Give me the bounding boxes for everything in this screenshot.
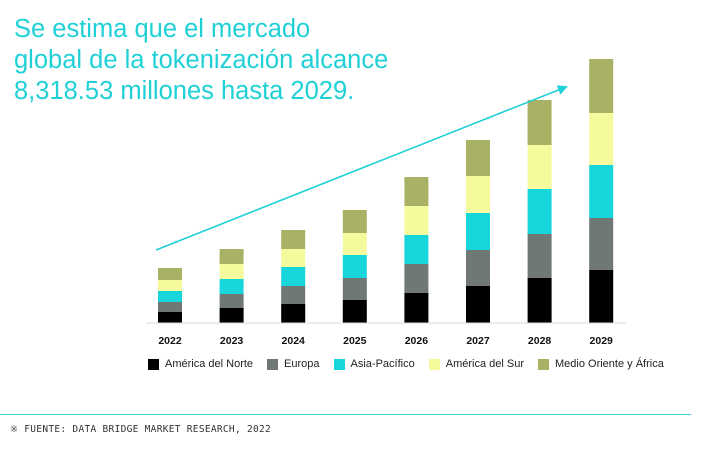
legend-swatch [538, 358, 549, 370]
bar-segment-2025-0 [342, 300, 367, 323]
x-tick-label: 2026 [405, 335, 429, 347]
x-tick-label: 2027 [466, 335, 490, 347]
x-tick-label: 2028 [528, 335, 552, 347]
x-tick-label: 2025 [343, 335, 367, 347]
legend-swatch [333, 358, 345, 370]
x-tick-label: 2023 [220, 335, 244, 347]
legend-item: América del Sur [428, 358, 524, 370]
asterism-icon: ※ [10, 424, 19, 435]
footer-divider [0, 414, 691, 415]
bar-segment-2024-1 [281, 286, 306, 304]
bar-segment-2022-0 [158, 312, 182, 323]
legend-item: Medio Oriente y África [538, 358, 664, 370]
legend-label: Asia-Pacífico [350, 358, 415, 370]
legend-label: América del Sur [445, 358, 524, 370]
bar-segment-2025-3 [342, 233, 367, 255]
bar-segment-2023-4 [219, 249, 244, 264]
legend-swatch [148, 358, 159, 370]
bar-segment-2027-3 [466, 176, 490, 213]
bar-segment-2023-3 [219, 264, 244, 279]
source-note: ※ FUENTE: DATA BRIDGE MARKET RESEARCH, 20… [10, 424, 271, 435]
bar-segment-2025-2 [342, 255, 367, 278]
bar-segment-2029-0 [589, 270, 614, 323]
bar-segment-2027-4 [466, 140, 490, 176]
bar-segment-2023-2 [219, 279, 244, 294]
stacked-bar-chart: 2022 2023 2024 2025 2026 2027 2028 2029 [146, 59, 626, 347]
trend-arrow [155, 85, 568, 251]
title-line: global de la tokenización alcance [14, 46, 389, 74]
legend-item: América del Norte [148, 358, 253, 370]
bar-segment-2028-0 [527, 278, 552, 323]
bar-segment-2026-0 [404, 293, 429, 323]
x-tick-label: 2024 [282, 335, 306, 347]
legend-item: Asia-Pacífico [333, 358, 415, 370]
legend-item: Europa [267, 358, 320, 370]
bar-segment-2022-4 [158, 268, 182, 280]
bar-segment-2026-4 [404, 177, 429, 206]
bar-segment-2026-2 [404, 235, 429, 264]
bar-segment-2023-0 [219, 308, 244, 323]
bar-segment-2028-3 [527, 145, 552, 189]
title-line: 8,318.53 millones hasta 2029. [14, 77, 355, 105]
bar-segment-2022-1 [158, 302, 182, 312]
bar-segment-2024-3 [281, 249, 306, 267]
bar-segment-2027-0 [466, 286, 490, 323]
bar-segment-2028-4 [527, 100, 552, 145]
legend-swatch [267, 358, 279, 370]
bar-segment-2024-0 [281, 304, 306, 323]
bar-segment-2027-1 [466, 250, 490, 286]
chart-title: Se estima que el mercado global de la to… [14, 14, 574, 107]
bars-group [158, 59, 614, 323]
bar-segment-2025-4 [342, 210, 367, 233]
bar-segment-2029-2 [589, 165, 614, 218]
bar-segment-2029-3 [589, 113, 614, 165]
title-line: Se estima que el mercado [14, 15, 311, 43]
bar-segment-2022-2 [158, 291, 182, 302]
bar-segment-2023-1 [219, 294, 244, 308]
bar-segment-2024-4 [281, 230, 306, 249]
legend: América del Norte Europa Asia-Pacífico Amér… [148, 358, 678, 370]
bar-segment-2025-1 [342, 278, 367, 300]
bar-segment-2026-1 [404, 264, 429, 293]
bar-segment-2022-3 [158, 280, 182, 291]
bar-segment-2026-3 [404, 206, 429, 235]
x-tick-label: 2022 [158, 335, 182, 347]
bar-segment-2028-1 [527, 234, 552, 278]
bar-segment-2027-2 [466, 213, 490, 250]
bar-segment-2028-2 [527, 189, 552, 234]
x-tick-labels: 2022 2023 2024 2025 2026 2027 2028 2029 [158, 335, 613, 347]
bar-segment-2029-4 [589, 59, 614, 113]
bar-segment-2024-2 [281, 267, 306, 286]
x-tick-label: 2029 [590, 335, 614, 347]
legend-label: Europa [284, 358, 320, 370]
bar-segment-2029-1 [589, 218, 614, 270]
legend-swatch [428, 358, 440, 370]
legend-label: Medio Oriente y África [555, 358, 664, 370]
source-text: FUENTE: DATA BRIDGE MARKET RESEARCH, 202… [24, 424, 272, 435]
legend-label: América del Norte [165, 358, 254, 370]
